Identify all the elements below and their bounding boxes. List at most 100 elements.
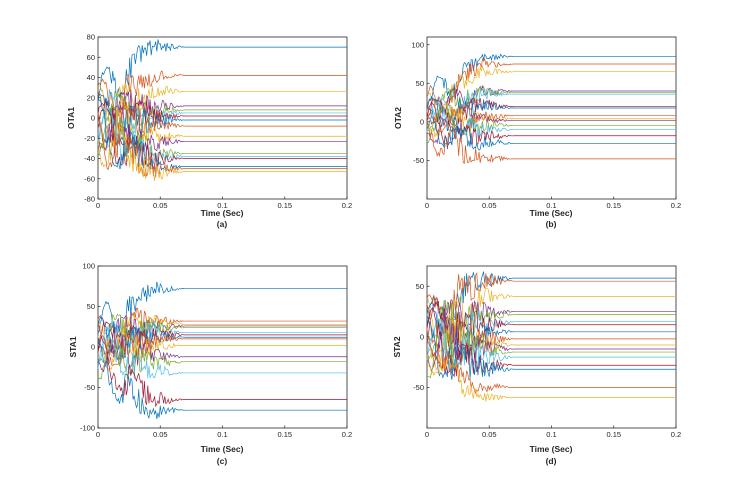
series-line — [97, 338, 347, 380]
x-axis-label-c: Time (Sec) — [201, 444, 244, 454]
panel-caption-d: (d) — [546, 456, 557, 466]
series-group-d — [426, 271, 676, 402]
x-tick-label: 0.2 — [671, 201, 681, 210]
series-line — [426, 307, 676, 378]
series-line — [426, 88, 676, 133]
panel-b: 0 0.05 0.1 0.15 0.2 -50 0 50 100 Time (Sec) OTA2… — [393, 36, 681, 229]
y-tick-label: 20 — [87, 93, 95, 102]
series-line — [97, 320, 347, 369]
y-tick-label: 0 — [91, 114, 95, 123]
series-line — [426, 300, 676, 359]
x-tick-label: 0.15 — [277, 201, 292, 210]
series-line — [97, 325, 347, 380]
series-line — [97, 97, 347, 176]
panel-a: 0 0.05 0.1 0.15 0.2 -80 -60 -40 -20 0 20 40 60 80 Tim… — [66, 33, 352, 229]
y-tick-label: 0 — [420, 332, 424, 341]
series-group-a — [97, 39, 347, 181]
x-tick-label: 0.1 — [217, 430, 227, 439]
y-tick-label: 100 — [411, 40, 424, 49]
x-tick-label: 0.1 — [546, 201, 556, 210]
series-line — [426, 272, 676, 333]
panel-caption-b: (b) — [546, 219, 557, 229]
ticks-b: 0 0.05 0.1 0.15 0.2 -50 0 50 100 — [411, 40, 681, 210]
series-line — [426, 339, 676, 395]
y-tick-label: -50 — [84, 383, 95, 392]
series-line — [97, 337, 347, 419]
y-tick-label: 50 — [416, 282, 424, 291]
x-tick-label: 0.2 — [342, 201, 352, 210]
x-tick-label: 0.2 — [342, 430, 352, 439]
series-group-b — [426, 53, 676, 164]
y-axis-label-b: OTA2 — [393, 107, 403, 129]
panel-caption-a: (a) — [217, 219, 228, 229]
x-tick-label: 0.15 — [606, 201, 621, 210]
series-line — [426, 121, 676, 164]
series-line — [426, 302, 676, 360]
series-line — [97, 39, 347, 98]
x-axis-label-d: Time (Sec) — [530, 444, 573, 454]
series-line — [426, 97, 676, 126]
panel-d: 0 0.05 0.1 0.15 0.2 -50 0 50 Time (Sec) STA2 (d… — [392, 265, 681, 466]
series-line — [426, 106, 676, 151]
y-tick-label: 40 — [87, 73, 95, 82]
x-tick-label: 0 — [425, 430, 429, 439]
series-line — [426, 354, 676, 402]
series-line — [426, 53, 676, 105]
y-tick-label: -80 — [84, 195, 95, 204]
series-line — [97, 112, 347, 178]
x-tick-label: 0.1 — [546, 430, 556, 439]
series-line — [97, 122, 347, 181]
series-line — [426, 316, 676, 380]
series-group-c — [97, 281, 347, 419]
x-tick-label: 0.1 — [217, 201, 227, 210]
series-line — [97, 281, 347, 338]
ticks-c: 0 0.05 0.1 0.15 0.2 -100 -50 0 50 100 — [80, 262, 352, 439]
y-tick-label: 50 — [416, 79, 424, 88]
y-tick-label: -40 — [84, 154, 95, 163]
x-tick-label: 0 — [425, 201, 429, 210]
series-line — [97, 100, 347, 147]
series-line — [97, 332, 347, 372]
series-line — [426, 95, 676, 133]
series-line — [426, 318, 676, 375]
x-tick-label: 0.15 — [277, 430, 292, 439]
x-tick-label: 0 — [96, 201, 100, 210]
ticks-d: 0 0.05 0.1 0.15 0.2 -50 0 50 — [413, 282, 681, 439]
x-axis-label-a: Time (Sec) — [201, 208, 244, 218]
y-tick-label: -100 — [80, 424, 95, 433]
y-tick-label: 60 — [87, 53, 95, 62]
y-tick-label: -20 — [84, 134, 95, 143]
x-tick-label: 0.05 — [482, 430, 497, 439]
series-line — [97, 70, 347, 119]
series-line — [97, 321, 347, 358]
x-tick-label: 0.05 — [482, 201, 497, 210]
series-line — [97, 307, 347, 355]
y-tick-label: -50 — [413, 383, 424, 392]
y-tick-label: 0 — [91, 343, 95, 352]
ticks-a: 0 0.05 0.1 0.15 0.2 -80 -60 -40 -20 0 20 40 60 80 — [84, 33, 352, 210]
y-tick-label: 0 — [420, 117, 424, 126]
x-tick-label: 0.05 — [153, 201, 168, 210]
series-line — [97, 336, 347, 408]
series-line — [426, 330, 676, 379]
x-axis-label-b: Time (Sec) — [530, 208, 573, 218]
series-line — [97, 316, 347, 361]
y-tick-label: -50 — [413, 156, 424, 165]
series-line — [97, 93, 347, 145]
series-line — [97, 329, 347, 372]
series-line — [97, 89, 347, 146]
x-tick-label: 0.15 — [606, 430, 621, 439]
x-tick-label: 0.2 — [671, 430, 681, 439]
series-line — [426, 100, 676, 142]
x-tick-label: 0.05 — [153, 430, 168, 439]
series-line — [97, 103, 347, 163]
series-line — [426, 101, 676, 134]
series-line — [426, 85, 676, 132]
y-tick-label: 50 — [87, 302, 95, 311]
panel-caption-c: (c) — [217, 456, 228, 466]
y-axis-label-a: OTA1 — [66, 107, 76, 129]
series-line — [97, 99, 347, 170]
series-line — [426, 57, 676, 115]
y-tick-label: -60 — [84, 174, 95, 183]
